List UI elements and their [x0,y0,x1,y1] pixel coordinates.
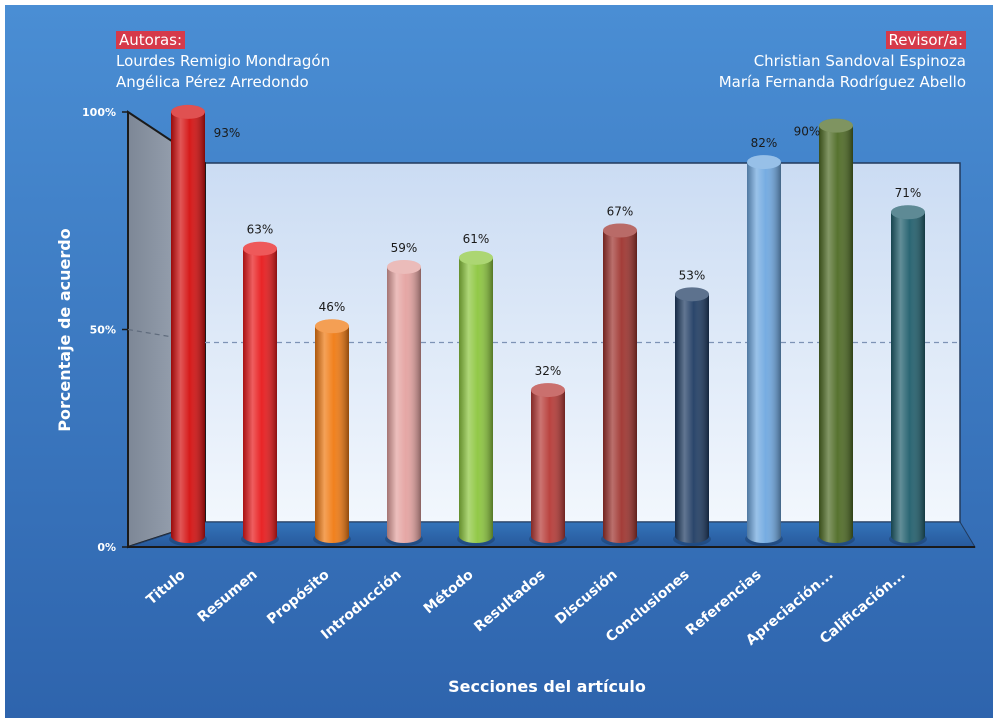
bar-top-highlight [171,104,205,119]
bar-shading [459,257,493,543]
y-tick-label: 100% [82,106,116,119]
value-label: 46% [319,300,346,314]
bar-top [387,259,421,274]
bar [313,319,351,546]
value-label: 61% [463,232,490,246]
value-labels: 93% 63% 46% 59% 61% 32% 67% 53% 82% 90% 71% [214,125,922,378]
bar-shading [891,212,925,544]
bar [385,259,423,546]
bar-top-highlight [891,205,925,220]
bars [169,104,927,546]
bar-top [675,287,709,302]
bar-shading [531,390,565,543]
bar-shading [243,248,277,543]
reviewers-heading: Revisor/a: [885,31,966,49]
bar-top [747,155,781,170]
bar-top-highlight [387,259,421,274]
value-label: 93% [214,126,241,140]
bar [817,118,855,546]
author-name: Lourdes Remigio Mondragón [116,52,331,70]
bar-top-highlight [603,223,637,238]
value-label: 63% [247,223,274,237]
reviewer-name: Christian Sandoval Espinoza [753,52,966,70]
bar-top [315,319,349,334]
author-name: Angélica Pérez Arredondo [116,73,309,91]
bar-top-highlight [531,383,565,398]
value-label: 82% [751,136,778,150]
value-label: 67% [607,204,634,218]
y-tick-label: 50% [90,324,116,337]
value-label: 71% [895,186,922,200]
bar-top [603,223,637,238]
bar [889,205,927,546]
bar [529,383,567,546]
bar-top-highlight [747,155,781,170]
bar-top [531,383,565,398]
bar-shading [171,111,205,544]
value-label: 59% [391,241,418,255]
authors-heading: Autoras: [116,31,186,49]
bar [601,223,639,546]
x-axis-title: Secciones del artículo [448,677,646,696]
y-axis-ticks: 0% 50% 100% [82,106,128,554]
bar-top [243,241,277,256]
y-axis-title: Porcentaje de acuerdo [55,228,74,431]
bar-top [819,118,853,133]
bar-top-highlight [243,241,277,256]
bar-shading [315,326,349,543]
bar-shading [603,230,637,544]
value-label: 53% [679,268,706,282]
reviewer-name: María Fernanda Rodríguez Abello [718,73,966,91]
bar-top-highlight [819,118,853,133]
value-label: 32% [535,364,562,378]
bar [457,250,495,546]
bar [673,287,711,546]
bar-top [459,250,493,265]
authors-block: Autoras: Lourdes Remigio Mondragón Angél… [116,30,330,93]
bar-top-highlight [459,250,493,265]
bar-top-highlight [675,287,709,302]
bar-top [891,205,925,220]
bar-shading [819,125,853,543]
reviewers-block: Revisor/a: Christian Sandoval Espinoza M… [719,30,966,93]
bar-shading [675,294,709,543]
bar [241,241,279,546]
bar-shading [387,266,421,543]
bar-shading [747,162,781,543]
bar-top-highlight [315,319,349,334]
bar [169,104,207,546]
bar-top [171,104,205,119]
bar [745,155,783,546]
y-tick-label: 0% [97,541,116,554]
value-label: 90% [794,125,821,139]
